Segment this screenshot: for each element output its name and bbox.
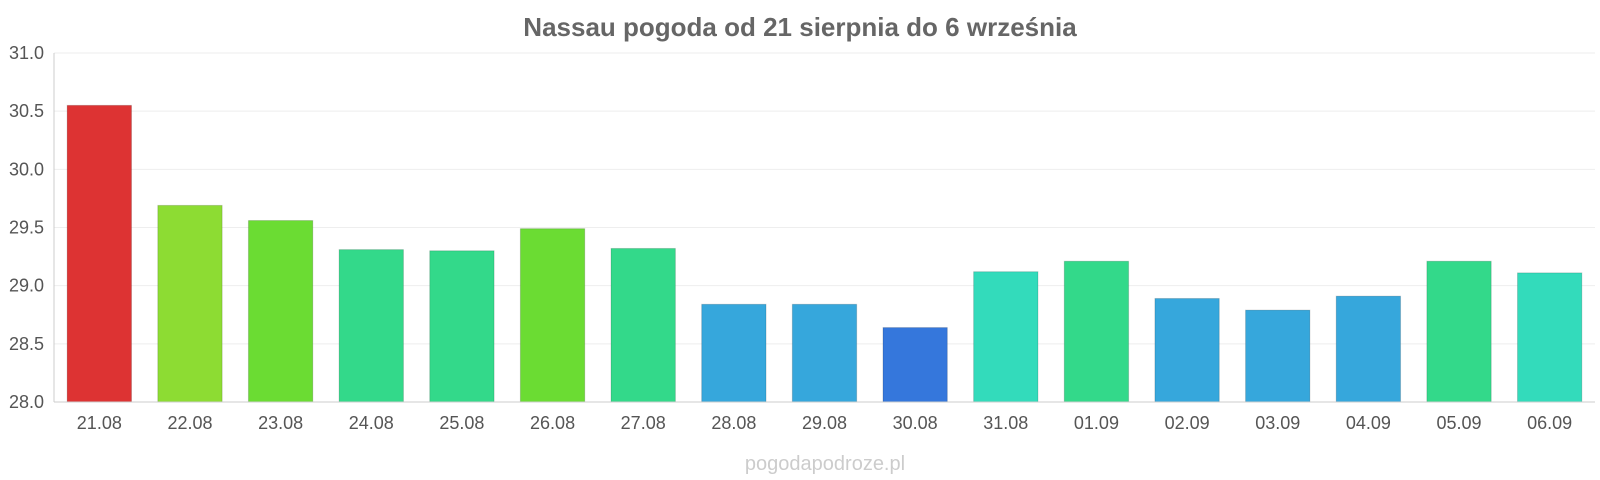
- y-tick-label: 31.0: [9, 43, 44, 63]
- bar-25.08: [429, 250, 495, 403]
- x-tick-label: 04.09: [1346, 413, 1391, 433]
- bars: [66, 104, 1583, 403]
- y-tick-label: 28.5: [9, 334, 44, 354]
- bar-21.08: [66, 104, 133, 403]
- x-tick-label: 21.08: [77, 413, 122, 433]
- y-axis: 28.0 28.5 29.0 29.5 30.0 30.5 31.0: [9, 43, 55, 412]
- y-tick-label: 30.0: [9, 159, 44, 179]
- bar-31.08: [973, 271, 1039, 403]
- bar-30.08: [882, 327, 948, 403]
- bar-06.09: [1516, 272, 1583, 403]
- bar-04.09: [1335, 295, 1402, 403]
- y-tick-label: 29.0: [9, 276, 44, 296]
- x-tick-label: 28.08: [711, 413, 756, 433]
- x-tick-label: 02.09: [1165, 413, 1210, 433]
- x-tick-label: 27.08: [621, 413, 666, 433]
- x-tick-label: 26.08: [530, 413, 575, 433]
- bar-24.08: [338, 249, 404, 403]
- bar-01.09: [1063, 260, 1130, 403]
- x-tick-label: 30.08: [893, 413, 938, 433]
- x-axis: 21.08 22.08 23.08 24.08 25.08 26.08 27.08 28.08…: [54, 401, 1595, 433]
- bar-28.08: [701, 303, 767, 403]
- bar-02.09: [1154, 297, 1220, 403]
- x-tick-label: 24.08: [349, 413, 394, 433]
- x-tick-label: 01.09: [1074, 413, 1119, 433]
- x-tick-label: 03.09: [1255, 413, 1300, 433]
- x-tick-label: 29.08: [802, 413, 847, 433]
- bar-29.08: [791, 303, 858, 403]
- watermark: pogodapodroze.pl: [745, 453, 905, 475]
- bar-05.09: [1426, 260, 1492, 403]
- x-tick-label: 05.09: [1437, 413, 1482, 433]
- x-tick-label: 06.09: [1527, 413, 1572, 433]
- x-tick-label: 25.08: [439, 413, 484, 433]
- y-tick-label: 30.5: [9, 101, 44, 121]
- x-tick-label: 22.08: [167, 413, 212, 433]
- bar-23.08: [247, 220, 314, 403]
- x-tick-label: 31.08: [983, 413, 1028, 433]
- y-tick-label: 28.0: [9, 392, 44, 412]
- bar-03.09: [1245, 309, 1311, 403]
- bar-27.08: [610, 247, 676, 403]
- x-tick-label: 23.08: [258, 413, 303, 433]
- y-tick-label: 29.5: [9, 218, 44, 238]
- chart-title: Nassau pogoda od 21 sierpnia do 6 wrześn…: [523, 12, 1077, 42]
- bar-22.08: [157, 204, 223, 403]
- bar-26.08: [519, 228, 586, 403]
